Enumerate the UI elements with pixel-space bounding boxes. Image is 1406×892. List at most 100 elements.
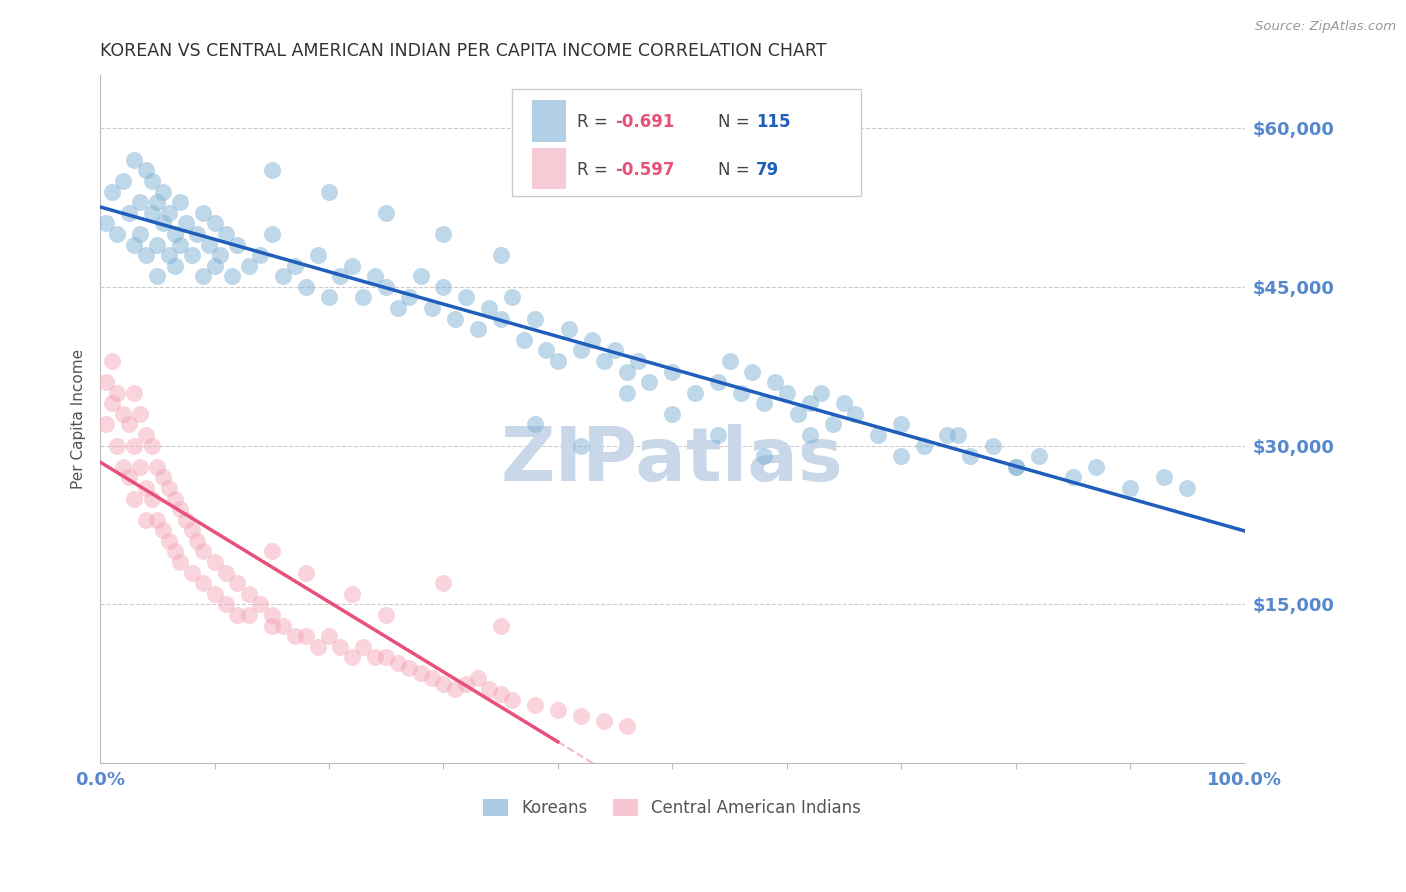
Point xyxy=(569,343,592,358)
Point xyxy=(375,280,398,294)
Point xyxy=(135,248,157,262)
Point xyxy=(536,343,558,358)
Point xyxy=(124,491,146,506)
Point xyxy=(157,248,180,262)
Point xyxy=(592,354,614,368)
Point xyxy=(409,666,432,681)
Point xyxy=(616,385,638,400)
Point xyxy=(821,417,844,432)
Point xyxy=(707,375,730,389)
Text: R =: R = xyxy=(578,161,609,179)
Point xyxy=(1062,470,1084,484)
Point xyxy=(1084,459,1107,474)
Text: ZIPatlas: ZIPatlas xyxy=(501,424,844,497)
Point xyxy=(238,607,260,622)
Point xyxy=(501,290,523,304)
Text: R =: R = xyxy=(578,113,609,131)
Point xyxy=(375,650,398,665)
Point xyxy=(478,681,501,696)
Point xyxy=(141,439,163,453)
Point xyxy=(146,513,169,527)
Point xyxy=(364,269,387,284)
Point xyxy=(432,280,454,294)
Point xyxy=(118,417,141,432)
Point xyxy=(124,153,146,167)
Point xyxy=(409,269,432,284)
Point xyxy=(718,354,741,368)
Point xyxy=(124,385,146,400)
Text: 115: 115 xyxy=(756,113,790,131)
Point xyxy=(329,269,352,284)
Y-axis label: Per Capita Income: Per Capita Income xyxy=(72,349,86,489)
Point xyxy=(186,533,208,548)
Point xyxy=(1153,470,1175,484)
Point xyxy=(616,365,638,379)
Point xyxy=(364,650,387,665)
Point xyxy=(948,428,970,442)
Point xyxy=(329,640,352,654)
Point xyxy=(912,439,935,453)
Point xyxy=(832,396,855,410)
Point xyxy=(238,587,260,601)
Point xyxy=(707,428,730,442)
Point xyxy=(1004,459,1026,474)
Point xyxy=(180,248,202,262)
Point xyxy=(741,365,763,379)
Point xyxy=(603,343,626,358)
Point xyxy=(260,607,283,622)
Point xyxy=(215,566,238,580)
Point xyxy=(260,163,283,178)
Point xyxy=(152,523,174,537)
Point xyxy=(191,269,214,284)
Point xyxy=(118,470,141,484)
Point xyxy=(683,385,706,400)
Text: 79: 79 xyxy=(756,161,779,179)
Point xyxy=(146,269,169,284)
Point xyxy=(215,598,238,612)
Point xyxy=(547,354,569,368)
Point xyxy=(318,185,340,199)
Point xyxy=(501,692,523,706)
Point xyxy=(226,607,249,622)
Point xyxy=(810,385,832,400)
Point xyxy=(157,206,180,220)
Point xyxy=(249,598,271,612)
Point xyxy=(163,544,186,558)
Text: KOREAN VS CENTRAL AMERICAN INDIAN PER CAPITA INCOME CORRELATION CHART: KOREAN VS CENTRAL AMERICAN INDIAN PER CA… xyxy=(100,42,827,60)
Point xyxy=(238,259,260,273)
Point xyxy=(129,407,152,421)
Point xyxy=(661,407,683,421)
Point xyxy=(226,237,249,252)
Point xyxy=(432,227,454,241)
Point xyxy=(799,428,821,442)
Point xyxy=(191,576,214,591)
Point xyxy=(221,269,243,284)
Point xyxy=(776,385,799,400)
Point xyxy=(249,248,271,262)
Point xyxy=(1119,481,1142,495)
Point xyxy=(295,566,318,580)
Point xyxy=(627,354,650,368)
Point xyxy=(890,417,912,432)
Point xyxy=(478,301,501,315)
Point xyxy=(169,195,191,210)
Point xyxy=(105,385,128,400)
Point xyxy=(169,555,191,569)
Point xyxy=(129,227,152,241)
Point xyxy=(146,237,169,252)
Point xyxy=(398,290,420,304)
Point xyxy=(129,459,152,474)
Point xyxy=(558,322,581,336)
Point xyxy=(191,206,214,220)
Point xyxy=(524,698,547,712)
Point xyxy=(387,656,409,670)
Point xyxy=(118,206,141,220)
Point xyxy=(215,227,238,241)
Point xyxy=(752,396,775,410)
Point xyxy=(456,290,478,304)
Point xyxy=(94,216,117,230)
Point xyxy=(163,491,186,506)
Point xyxy=(152,185,174,199)
Point xyxy=(174,216,197,230)
Point xyxy=(124,237,146,252)
